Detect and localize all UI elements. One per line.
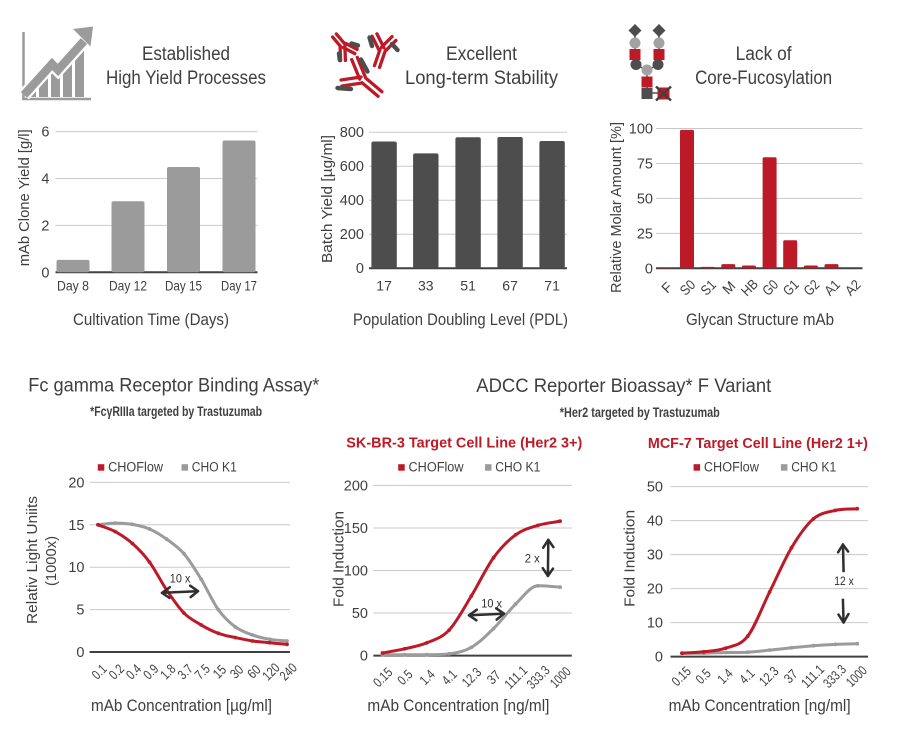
svg-text:0: 0 <box>655 650 663 666</box>
svg-text:0: 0 <box>356 261 364 277</box>
svg-text:Day 8: Day 8 <box>57 278 89 294</box>
svg-text:10 x: 10 x <box>170 574 191 586</box>
svg-text:Fc gamma Receptor Binding Assa: Fc gamma Receptor Binding Assay* <box>28 376 320 397</box>
svg-text:0: 0 <box>645 261 653 277</box>
svg-text:mAb Concentration [ng/ml]: mAb Concentration [ng/ml] <box>367 697 549 715</box>
svg-text:600: 600 <box>340 159 364 175</box>
svg-text:75: 75 <box>637 156 653 172</box>
svg-text:mAb Concentration [ng/ml]: mAb Concentration [ng/ml] <box>669 697 851 715</box>
svg-text:Established: Established <box>142 44 230 65</box>
svg-text:Day 17: Day 17 <box>221 278 257 294</box>
svg-text:Batch Yield [µg/ml]: Batch Yield [µg/ml] <box>320 135 336 263</box>
svg-text:40: 40 <box>647 514 663 530</box>
svg-text:mAb Clone Yield [g/l]: mAb Clone Yield [g/l] <box>17 129 33 266</box>
svg-text:*FcγRIIIa targeted by Trastuzu: *FcγRIIIa targeted by Trastuzumab <box>90 404 262 419</box>
svg-text:51: 51 <box>460 278 476 294</box>
svg-text:*Her2 targeted by Trastuzumab: *Her2 targeted by Trastuzumab <box>560 405 720 420</box>
svg-text:Day 12: Day 12 <box>109 278 147 294</box>
svg-text:MCF-7 Target Cell Line (Her2 1: MCF-7 Target Cell Line (Her2 1+) <box>648 436 868 452</box>
svg-text:CHOFlow: CHOFlow <box>704 459 759 474</box>
svg-text:High Yield Processes: High Yield Processes <box>106 68 266 89</box>
svg-text:ADCC Reporter Bioassay* F Vari: ADCC Reporter Bioassay* F Variant <box>476 376 772 397</box>
svg-text:33: 33 <box>418 278 434 294</box>
svg-text:10 x: 10 x <box>481 599 502 611</box>
svg-text:Relative Molar Amount [%]: Relative Molar Amount [%] <box>609 122 625 293</box>
svg-text:50: 50 <box>352 606 368 622</box>
svg-text:Population Doubling Level (PDL: Population Doubling Level (PDL) <box>353 311 568 329</box>
svg-text:5: 5 <box>76 603 84 619</box>
svg-text:Excellent: Excellent <box>446 44 518 65</box>
svg-text:20: 20 <box>647 582 663 598</box>
svg-text:15: 15 <box>68 518 84 534</box>
svg-text:CHOFlow: CHOFlow <box>409 459 464 474</box>
svg-text:20: 20 <box>68 475 84 491</box>
svg-text:Day 15: Day 15 <box>165 278 202 294</box>
svg-text:50: 50 <box>647 480 663 496</box>
svg-text:SK-BR-3 Target Cell Line (Her2: SK-BR-3 Target Cell Line (Her2 3+) <box>346 435 582 451</box>
svg-text:0: 0 <box>360 649 368 665</box>
svg-text:Fold Induction: Fold Induction <box>332 511 348 607</box>
svg-text:17: 17 <box>376 278 392 294</box>
svg-text:100: 100 <box>629 122 653 138</box>
svg-text:(1000x): (1000x) <box>44 536 60 586</box>
svg-text:12 x: 12 x <box>834 576 854 588</box>
svg-text:30: 30 <box>647 548 663 564</box>
svg-text:200: 200 <box>340 227 364 243</box>
svg-text:Core-Fucosylation: Core-Fucosylation <box>695 68 832 89</box>
svg-text:0: 0 <box>41 265 49 281</box>
svg-text:4: 4 <box>41 172 49 188</box>
svg-text:6: 6 <box>41 125 49 141</box>
svg-text:2 x: 2 x <box>525 554 540 566</box>
svg-text:71: 71 <box>544 278 560 294</box>
svg-text:800: 800 <box>340 125 364 141</box>
svg-text:Fold Induction: Fold Induction <box>623 510 639 607</box>
svg-text:10: 10 <box>68 560 84 576</box>
svg-text:200: 200 <box>344 478 368 494</box>
svg-text:CHOFlow: CHOFlow <box>108 459 163 474</box>
svg-text:2: 2 <box>41 218 49 234</box>
svg-text:0: 0 <box>76 645 84 661</box>
svg-text:400: 400 <box>340 193 364 209</box>
svg-text:67: 67 <box>502 278 518 294</box>
svg-text:Lack of: Lack of <box>736 44 793 65</box>
svg-text:10: 10 <box>647 616 663 632</box>
svg-text:Relativ Light Uniits: Relativ Light Uniits <box>25 496 41 624</box>
svg-text:50: 50 <box>637 191 653 207</box>
svg-text:Long-term Stability: Long-term Stability <box>405 68 558 89</box>
svg-text:25: 25 <box>637 226 653 242</box>
svg-text:Glycan Structure mAb: Glycan Structure mAb <box>686 311 834 329</box>
svg-text:CHO K1: CHO K1 <box>192 459 237 474</box>
svg-text:mAb Concentration [µg/ml]: mAb Concentration [µg/ml] <box>91 697 272 715</box>
svg-text:Cultivation Time (Days): Cultivation Time (Days) <box>73 311 229 329</box>
svg-text:CHO K1: CHO K1 <box>791 459 836 474</box>
svg-text:CHO K1: CHO K1 <box>495 459 540 474</box>
